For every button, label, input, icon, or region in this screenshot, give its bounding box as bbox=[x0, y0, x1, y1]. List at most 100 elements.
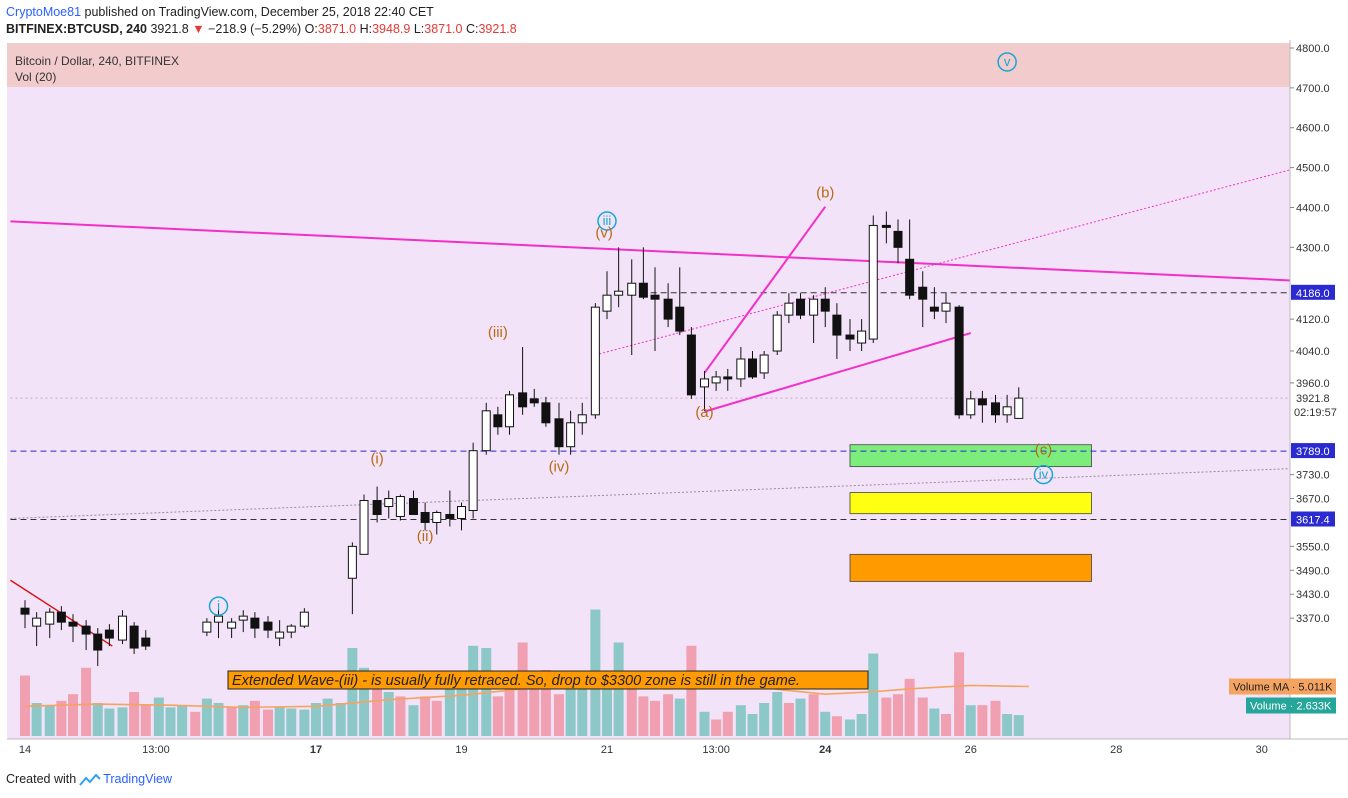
candle-body bbox=[614, 290, 624, 296]
candle-body bbox=[481, 410, 491, 452]
volume-bar bbox=[759, 703, 770, 736]
candle-body bbox=[420, 511, 430, 523]
y-tick-label: 3370.0 bbox=[1296, 613, 1330, 625]
x-tick-label: 28 bbox=[1110, 744, 1122, 756]
volume-bar bbox=[917, 697, 928, 736]
x-tick-label: 24 bbox=[819, 744, 832, 756]
wave-label: (b) bbox=[816, 185, 834, 202]
symbol-label: BITFINEX:BTCUSD, 240 bbox=[6, 22, 147, 36]
candle-body bbox=[129, 625, 139, 649]
candle-body bbox=[238, 615, 248, 621]
volume-bar bbox=[820, 711, 831, 736]
volume-bar bbox=[722, 711, 733, 736]
legend-vol: Vol (20) bbox=[15, 70, 56, 84]
volume-bar bbox=[420, 696, 431, 736]
candle-body bbox=[638, 282, 648, 298]
last-price: 3921.8 bbox=[150, 22, 189, 36]
volume-bar bbox=[372, 678, 383, 736]
candle-body bbox=[395, 496, 405, 517]
candle-body bbox=[541, 402, 551, 424]
candle bbox=[736, 347, 746, 387]
y-tick-label: 3960.0 bbox=[1296, 378, 1330, 390]
candle bbox=[868, 215, 878, 344]
wave-circle bbox=[208, 596, 229, 616]
high-value: 3948.9 bbox=[372, 22, 411, 36]
price-axis bbox=[1290, 40, 1348, 739]
volume-bar bbox=[117, 707, 128, 736]
candle bbox=[468, 442, 478, 519]
candle bbox=[529, 388, 539, 407]
price-chart[interactable]: v iii(v) (b) (iii) (a) (i) (iv) (ii) (c) iv i Exte… bbox=[0, 40, 1348, 766]
candle-body bbox=[250, 617, 260, 629]
volume-bar bbox=[44, 705, 55, 736]
annotation-box bbox=[227, 670, 869, 690]
volume-bar bbox=[686, 645, 697, 736]
price-label-tag bbox=[1291, 443, 1335, 459]
volume-ma-label: Volume MA · 5.011K bbox=[1233, 682, 1333, 694]
candle bbox=[566, 410, 576, 455]
candle-body bbox=[675, 306, 685, 332]
volume-bar bbox=[201, 698, 212, 736]
x-tick-label: 30 bbox=[1256, 744, 1268, 756]
volume-bar bbox=[140, 705, 151, 736]
candle bbox=[577, 402, 587, 435]
candle-body bbox=[141, 637, 151, 647]
volume-bar bbox=[104, 708, 115, 736]
candle bbox=[929, 287, 939, 320]
candle bbox=[481, 402, 491, 455]
candle-body bbox=[104, 629, 114, 639]
candle-body bbox=[93, 633, 103, 651]
target-zone-green bbox=[849, 444, 1092, 468]
candle bbox=[541, 396, 551, 427]
volume-ma-tag bbox=[1229, 678, 1336, 695]
candle-body bbox=[286, 625, 296, 633]
volume-bar bbox=[31, 703, 42, 736]
candle bbox=[820, 287, 830, 328]
candle bbox=[129, 622, 139, 655]
candle-body bbox=[554, 418, 564, 448]
volume-bar bbox=[868, 653, 879, 736]
footer-brand[interactable]: TradingView bbox=[103, 772, 172, 786]
volume-bar bbox=[529, 678, 540, 736]
candle bbox=[286, 624, 296, 639]
candle bbox=[602, 271, 612, 320]
volume-bar bbox=[335, 703, 346, 736]
candle bbox=[395, 494, 405, 521]
y-tick-label: 4800.0 bbox=[1296, 43, 1330, 55]
volume-bar bbox=[81, 667, 92, 736]
candle bbox=[238, 610, 248, 633]
author-link[interactable]: CryptoMoe81 bbox=[6, 5, 82, 19]
y-tick-label: 3430.0 bbox=[1296, 589, 1330, 601]
candle bbox=[432, 510, 442, 535]
candle-body bbox=[384, 498, 394, 508]
candle bbox=[227, 618, 237, 639]
candle bbox=[117, 610, 127, 645]
candle bbox=[832, 303, 842, 359]
candle-body bbox=[832, 314, 842, 336]
volume-bar bbox=[626, 681, 637, 736]
candle-body bbox=[408, 498, 418, 515]
volume-bar bbox=[213, 703, 224, 736]
candle-body bbox=[868, 224, 878, 340]
price-label: 3789.0 bbox=[1296, 446, 1330, 458]
candle bbox=[202, 618, 212, 637]
wave-circle bbox=[997, 52, 1017, 72]
candle-body bbox=[117, 615, 127, 641]
wave-label: (iv) bbox=[549, 458, 570, 475]
volume-bar bbox=[274, 707, 285, 736]
candle bbox=[263, 616, 273, 639]
candle-body bbox=[457, 506, 466, 519]
volume-bar bbox=[977, 705, 988, 736]
volume-bar bbox=[965, 705, 976, 736]
x-tick-label: 13:00 bbox=[702, 744, 730, 756]
candle bbox=[893, 219, 903, 264]
candle bbox=[686, 327, 696, 399]
candle bbox=[857, 319, 867, 352]
wave-label: (v) bbox=[595, 224, 613, 241]
candle bbox=[590, 303, 600, 419]
volume-bar bbox=[504, 681, 515, 736]
volume-bar bbox=[165, 707, 176, 736]
wave-label: (c) bbox=[1035, 442, 1053, 459]
volume-bar bbox=[638, 696, 649, 736]
volume-bar bbox=[602, 675, 612, 736]
